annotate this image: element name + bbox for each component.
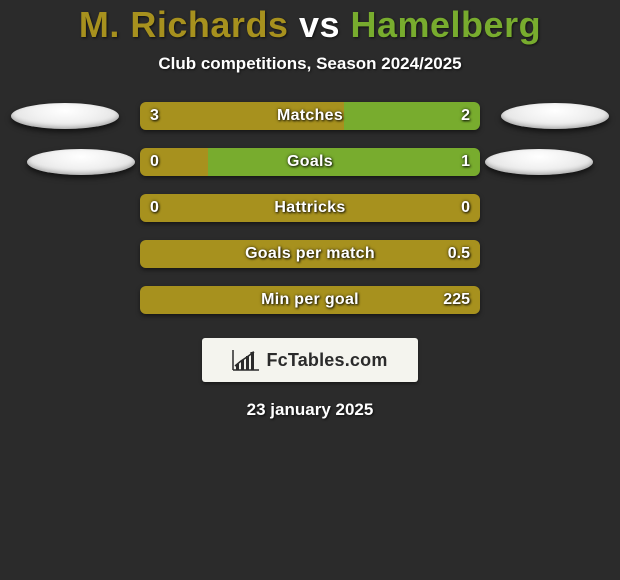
date-label: 23 january 2025 bbox=[247, 400, 374, 420]
stat-value-right: 225 bbox=[443, 286, 470, 314]
stat-row: Goals per match0.5 bbox=[0, 240, 620, 268]
stat-row: Min per goal225 bbox=[0, 286, 620, 314]
stat-label: Hattricks bbox=[140, 194, 480, 222]
stat-row: Hattricks0 0 bbox=[0, 194, 620, 222]
infographic-container: M. Richards vs Hamelberg Club competitio… bbox=[0, 0, 620, 580]
stat-bar: Matches3 2 bbox=[140, 102, 480, 130]
player1-avatar-ellipse bbox=[11, 103, 119, 129]
stat-label: Goals per match bbox=[140, 240, 480, 268]
stat-value-left: 0 bbox=[150, 194, 159, 222]
ellipse-slot-left bbox=[10, 148, 120, 176]
stat-label: Goals bbox=[140, 148, 480, 176]
player2-avatar-ellipse bbox=[485, 149, 593, 175]
stat-row: Matches3 2 bbox=[0, 102, 620, 130]
stat-bar: Hattricks0 0 bbox=[140, 194, 480, 222]
stat-label: Min per goal bbox=[140, 286, 480, 314]
ellipse-slot-right bbox=[500, 148, 610, 176]
stat-row: Goals0 1 bbox=[0, 148, 620, 176]
stat-value-left: 3 bbox=[150, 102, 159, 130]
stat-bar: Goals per match0.5 bbox=[140, 240, 480, 268]
ellipse-slot-right bbox=[500, 102, 610, 130]
vs-text: vs bbox=[288, 4, 350, 45]
player1-name: M. Richards bbox=[79, 4, 289, 45]
stat-label: Matches bbox=[140, 102, 480, 130]
stat-value-right: 0.5 bbox=[448, 240, 470, 268]
player2-avatar-ellipse bbox=[501, 103, 609, 129]
player1-avatar-ellipse bbox=[27, 149, 135, 175]
stat-value-right: 0 bbox=[461, 194, 470, 222]
logo-box[interactable]: FcTables.com bbox=[202, 338, 418, 382]
stat-bar: Min per goal225 bbox=[140, 286, 480, 314]
page-title: M. Richards vs Hamelberg bbox=[79, 4, 541, 46]
logo-text: FcTables.com bbox=[266, 350, 387, 371]
player2-name: Hamelberg bbox=[351, 4, 542, 45]
stat-value-right: 1 bbox=[461, 148, 470, 176]
subtitle: Club competitions, Season 2024/2025 bbox=[158, 54, 461, 74]
stat-bar: Goals0 1 bbox=[140, 148, 480, 176]
stat-value-left: 0 bbox=[150, 148, 159, 176]
stat-value-right: 2 bbox=[461, 102, 470, 130]
chart-line-icon bbox=[232, 349, 260, 371]
ellipse-slot-left bbox=[10, 102, 120, 130]
stats-section: Matches32Goals01Hattricks00Goals per mat… bbox=[0, 102, 620, 314]
